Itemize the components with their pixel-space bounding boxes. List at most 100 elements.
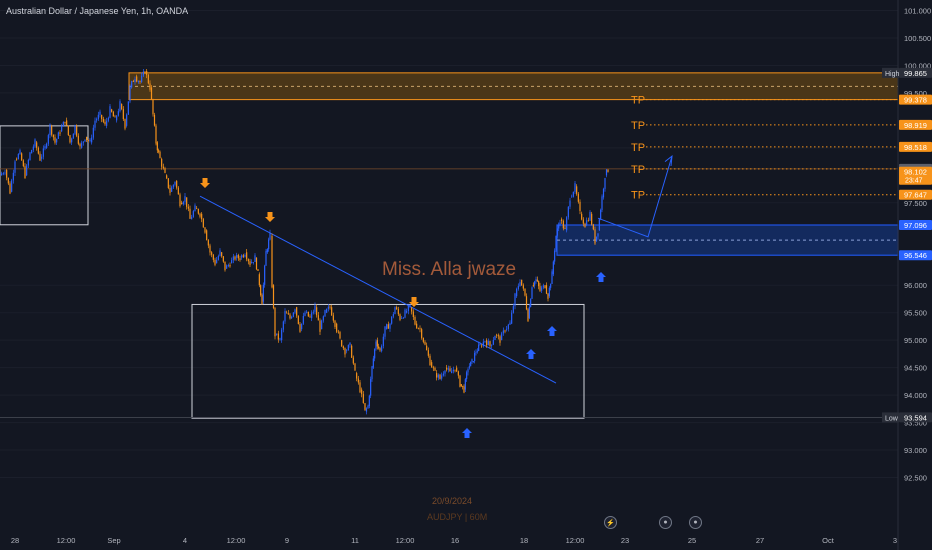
candle-body: [349, 342, 351, 346]
candle-body: [431, 362, 433, 368]
price-label: 99.378: [904, 96, 927, 105]
consolidation-box: [0, 125, 89, 226]
candle-body: [268, 239, 270, 250]
candle-body: [59, 132, 61, 134]
candle-body: [167, 178, 169, 189]
candle-body: [434, 367, 436, 371]
candle-body: [116, 115, 118, 121]
y-tick-label: 100.500: [904, 34, 931, 43]
candle-body: [427, 350, 429, 356]
candle-body: [94, 120, 96, 128]
candle-body: [142, 71, 144, 76]
candle-body: [117, 111, 119, 116]
x-tick-label: 16: [451, 536, 459, 545]
candle-body: [222, 256, 224, 262]
candle-body: [449, 368, 451, 372]
candle-body: [309, 316, 311, 318]
candle-body: [457, 371, 459, 376]
candle-body: [375, 341, 377, 349]
candle-body: [447, 368, 449, 370]
candle-body: [231, 260, 233, 264]
candle-body: [141, 75, 143, 82]
candle-body: [134, 78, 136, 82]
candle-body: [12, 172, 14, 181]
candle-body: [36, 142, 38, 148]
candle-body: [126, 114, 128, 126]
calendar-event-icon[interactable]: ●: [659, 516, 672, 529]
calendar-event-icon[interactable]: ●: [689, 516, 702, 529]
candle-body: [496, 334, 498, 336]
candle-body: [244, 254, 246, 257]
candle-body: [494, 336, 496, 341]
candle-body: [281, 329, 283, 341]
candle-body: [62, 121, 64, 127]
candle-body: [489, 341, 491, 346]
candle-body: [109, 106, 111, 118]
candle-body: [504, 330, 506, 332]
candle-body: [437, 374, 439, 378]
candle-body: [302, 315, 304, 324]
price-tag-bg: [882, 412, 899, 423]
candle-body: [204, 227, 206, 233]
candle-body: [274, 307, 276, 337]
candle-body: [594, 229, 596, 244]
candle-body: [561, 219, 563, 221]
candle-body: [137, 81, 139, 82]
price-label-bg: [899, 94, 932, 105]
candle-body: [542, 285, 544, 288]
x-tick-label: Oct: [822, 536, 835, 545]
candle-body: [146, 70, 148, 75]
candle-body: [14, 161, 16, 173]
candle-body: [158, 150, 160, 152]
x-tick-label: 9: [285, 536, 289, 545]
candle-body: [144, 71, 146, 74]
lightning-icon[interactable]: ⚡: [604, 516, 617, 529]
candle-body: [72, 133, 74, 139]
price-label-bg: [899, 250, 932, 261]
candle-body: [266, 249, 268, 253]
price-label-bg: [899, 220, 932, 230]
candle-body: [260, 285, 262, 296]
candle-body: [155, 125, 157, 144]
candle-body: [327, 306, 329, 309]
price-label-bg: [899, 166, 932, 185]
y-tick-label: 97.500: [904, 199, 927, 208]
candle-body: [382, 336, 384, 346]
candle-body: [306, 311, 308, 313]
candle-body: [194, 205, 196, 212]
candle-body: [579, 201, 581, 211]
candle-body: [354, 363, 356, 371]
candle-body: [257, 269, 259, 271]
candle-body: [394, 307, 396, 315]
candle-body: [600, 209, 602, 220]
candle-body: [21, 153, 23, 161]
up-arrow: [462, 428, 472, 438]
candle-body: [507, 324, 509, 329]
candle-body: [187, 206, 189, 209]
candle-body: [511, 312, 513, 324]
candle-body: [406, 311, 408, 313]
candle-body: [41, 156, 43, 159]
candle-body: [26, 165, 28, 176]
candle-body: [479, 344, 481, 345]
price-label-bg: [899, 412, 932, 423]
candle-body: [429, 355, 431, 366]
candle-body: [156, 142, 158, 151]
candle-body: [292, 312, 294, 317]
price-label: 97.647: [904, 191, 927, 200]
candle-body: [196, 208, 198, 210]
candle-body: [96, 119, 98, 121]
candle-body: [379, 348, 381, 351]
candle-body: [472, 361, 474, 363]
candle-body: [77, 135, 79, 144]
candle-body: [365, 408, 368, 412]
candle-body: [416, 323, 418, 329]
candle-body: [87, 139, 89, 141]
candle-body: [89, 139, 91, 141]
candle-body: [166, 175, 168, 179]
candle-body: [199, 213, 201, 217]
watermark-symbol: AUDJPY | 60M: [427, 512, 488, 522]
candle-body: [247, 259, 249, 262]
candle-body: [279, 338, 281, 340]
